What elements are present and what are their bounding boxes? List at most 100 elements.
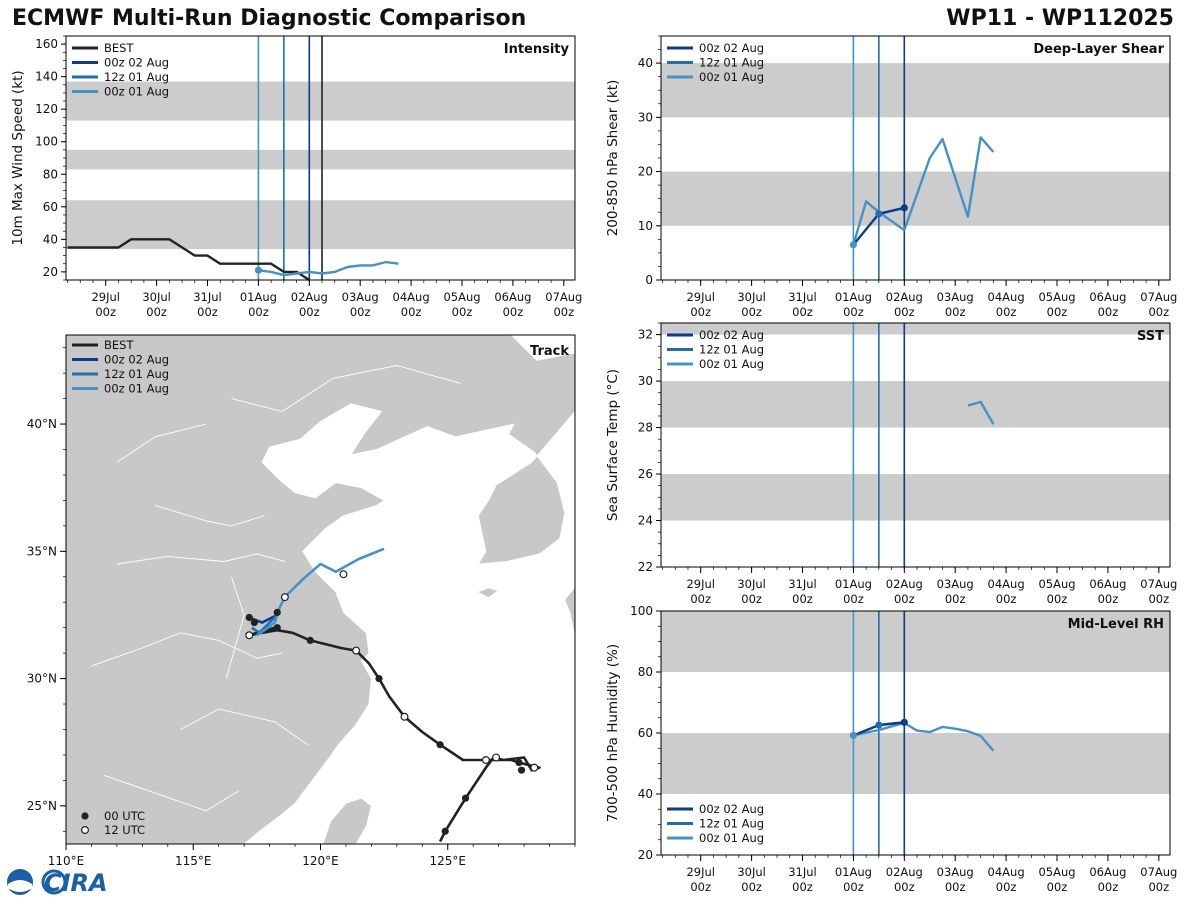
- intensity-title: Intensity: [504, 42, 570, 57]
- sst-ylabel: Sea Surface Temp (°C): [605, 369, 621, 521]
- intensity-xtick-label: 30Jul: [142, 290, 171, 304]
- sst-xtick-label: 06Aug: [1089, 577, 1126, 591]
- sst-legend-label: 00z 01 Aug: [699, 357, 764, 371]
- sst-xtick-sublabel: 00z: [945, 592, 966, 606]
- intensity-xtick-label: 06Aug: [494, 290, 531, 304]
- sst-legend-label: 12z 01 Aug: [699, 343, 764, 357]
- track-ytick-label: 35°N: [27, 544, 57, 558]
- shear-xtick-sublabel: 00z: [1047, 305, 1068, 319]
- sst-series-line: [967, 400, 995, 425]
- shear-init-point: [900, 204, 908, 212]
- shear-band: [661, 63, 1170, 118]
- track-line: [256, 547, 385, 637]
- rh-init-point: [875, 721, 883, 729]
- intensity-ytick-label: 100: [35, 135, 58, 149]
- sst-xtick-sublabel: 00z: [996, 592, 1017, 606]
- cira-ring-icon: [41, 869, 67, 895]
- intensity-legend-label: 00z 02 Aug: [104, 56, 169, 70]
- rh-xtick-label: 05Aug: [1038, 865, 1075, 879]
- track-marker-legend-12: [80, 825, 89, 834]
- sst-xtick-label: 07Aug: [1140, 577, 1177, 591]
- intensity-xtick-label: 05Aug: [443, 290, 480, 304]
- shear-xtick-sublabel: 00z: [690, 305, 711, 319]
- rh-xtick-sublabel: 00z: [1047, 880, 1068, 894]
- intensity-ytick-label: 80: [43, 167, 58, 181]
- sst-xtick-sublabel: 00z: [1148, 592, 1169, 606]
- intensity-ytick-label: 160: [35, 37, 58, 51]
- track-marker-legend-label: 00 UTC: [104, 809, 145, 823]
- intensity-xtick-label: 07Aug: [545, 290, 582, 304]
- rh-xtick-label: 04Aug: [988, 865, 1025, 879]
- sst-band: [661, 474, 1170, 521]
- shear-legend-label: 12z 01 Aug: [699, 56, 764, 70]
- track-legend-label: 00z 01 Aug: [104, 382, 169, 396]
- sst-band: [661, 323, 1170, 335]
- intensity-xtick-label: 02Aug: [291, 290, 328, 304]
- track-marker-00utc: [436, 741, 444, 749]
- rh-init-point: [849, 731, 858, 740]
- intensity-xtick-sublabel: 00z: [146, 305, 167, 319]
- shear-legend-label: 00z 01 Aug: [699, 70, 764, 84]
- intensity-xtick-sublabel: 00z: [197, 305, 218, 319]
- intensity-init-point: [254, 266, 263, 274]
- shear-init-point: [875, 210, 883, 218]
- shear-xtick-label: 03Aug: [937, 290, 974, 304]
- intensity-ylabel: 10m Max Wind Speed (kt): [10, 70, 26, 245]
- intensity-ytick-label: 20: [43, 265, 58, 279]
- sst-xtick-sublabel: 00z: [741, 592, 762, 606]
- sst-ytick-label: 22: [638, 560, 653, 574]
- track-province-border: [91, 632, 283, 667]
- sst-ytick-label: 26: [638, 467, 653, 481]
- shear-xtick-sublabel: 00z: [894, 305, 915, 319]
- sst-xtick-sublabel: 00z: [894, 592, 915, 606]
- track-ytick-label: 30°N: [27, 672, 57, 686]
- rh-band: [661, 733, 1170, 794]
- rh-xtick-label: 01Aug: [835, 865, 872, 879]
- shear-xtick-label: 30Jul: [737, 290, 766, 304]
- shear-xtick-sublabel: 00z: [996, 305, 1017, 319]
- rh-xtick-sublabel: 00z: [1148, 880, 1169, 894]
- track-marker-legend-label: 12 UTC: [104, 823, 145, 837]
- track-marker-12utc: [352, 646, 361, 655]
- shear-xtick-sublabel: 00z: [843, 305, 864, 319]
- rh-ytick-label: 80: [638, 665, 653, 679]
- cira-logo: CIRA: [7, 869, 108, 896]
- track-province-border: [116, 553, 286, 565]
- track-marker-12utc: [492, 753, 501, 762]
- rh-series-line: [853, 721, 995, 752]
- sst-xtick-label: 04Aug: [988, 577, 1025, 591]
- intensity-series-line: [67, 238, 310, 282]
- rh-xtick-sublabel: 00z: [741, 880, 762, 894]
- sst-xtick-label: 05Aug: [1038, 577, 1075, 591]
- shear-legend-label: 00z 02 Aug: [699, 41, 764, 55]
- track-xtick-label: 120°E: [302, 854, 339, 868]
- intensity-xtick-sublabel: 00z: [452, 305, 473, 319]
- track-province-border: [154, 505, 265, 527]
- track-marker-00utc: [306, 636, 314, 645]
- rh-legend-label: 00z 01 Aug: [699, 831, 764, 845]
- rh-legend-label: 00z 02 Aug: [699, 802, 764, 816]
- intensity-xtick-sublabel: 00z: [503, 305, 524, 319]
- intensity-ytick-label: 60: [43, 200, 58, 214]
- storm-id: WP11 - WP112025: [946, 6, 1174, 31]
- intensity-xtick-label: 29Jul: [91, 290, 120, 304]
- track-legend-label: BEST: [104, 338, 134, 352]
- shear-xtick-sublabel: 00z: [1098, 305, 1119, 319]
- rh-xtick-label: 03Aug: [937, 865, 974, 879]
- sst-frame: [660, 322, 1171, 568]
- track-province-border: [231, 365, 461, 412]
- track-marker-00utc: [515, 758, 523, 767]
- sst-xtick-label: 31Jul: [788, 577, 817, 591]
- shear-xtick-label: 31Jul: [788, 290, 817, 304]
- rh-ytick-label: 100: [630, 604, 653, 618]
- sst-xtick-sublabel: 00z: [843, 592, 864, 606]
- shear-xtick-sublabel: 00z: [741, 305, 762, 319]
- rh-legend-label: 12z 01 Aug: [699, 817, 764, 831]
- shear-init-point: [849, 241, 858, 249]
- track-marker-12utc: [400, 712, 409, 721]
- rh-ytick-label: 60: [638, 726, 653, 740]
- sst-xtick-sublabel: 00z: [690, 592, 711, 606]
- sst-xtick-sublabel: 00z: [1098, 592, 1119, 606]
- rh-title: Mid-Level RH: [1068, 617, 1164, 632]
